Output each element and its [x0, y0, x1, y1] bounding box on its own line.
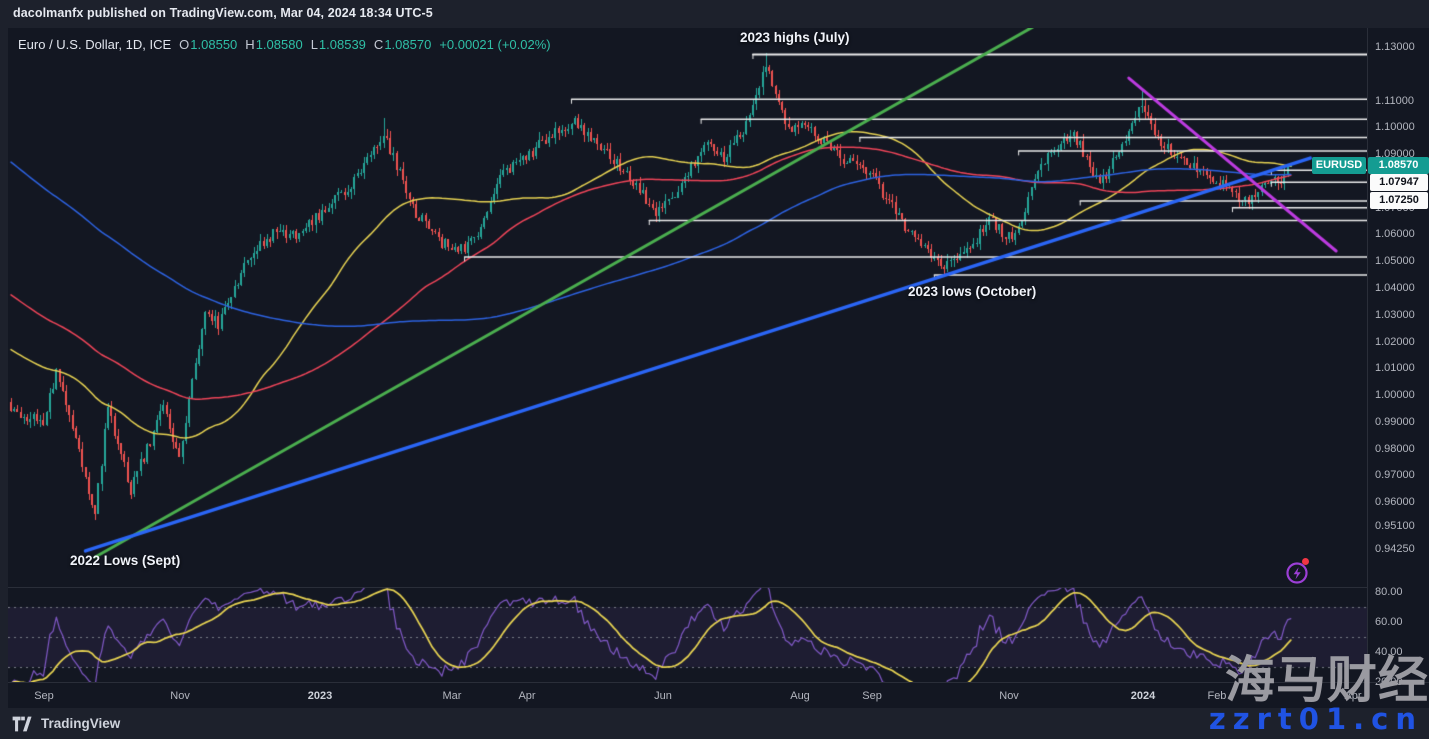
- quick-flash-icon[interactable]: [1283, 558, 1311, 586]
- tradingview-brand-link[interactable]: TradingView: [12, 708, 120, 739]
- ohlc-close-value: 1.08570: [384, 37, 432, 52]
- rsi-tick: 60.00: [1375, 615, 1403, 628]
- level-badge-1: 1.07947: [1370, 173, 1428, 191]
- time-tick: Nov: [170, 690, 190, 702]
- symbol-title[interactable]: Euro / U.S. Dollar, 1D, ICE: [18, 37, 172, 52]
- price-scale[interactable]: 1.130001.110001.100001.090001.070001.060…: [1312, 28, 1429, 688]
- price-tick: 0.94250: [1375, 542, 1415, 555]
- time-tick: Sep: [862, 690, 882, 702]
- watermark-url: zzrt01.cn: [1208, 702, 1423, 736]
- annotation-2023-highs: 2023 highs (July): [740, 30, 850, 45]
- price-tick: 1.06000: [1375, 228, 1415, 241]
- level-badge-2: 1.07250: [1370, 192, 1428, 210]
- chart-widget: Euro / U.S. Dollar, 1D, ICE O1.08550 H1.08…: [8, 28, 1429, 708]
- publisher-line: dacolmanfx published on TradingView.com,…: [13, 6, 433, 20]
- time-tick: Apr: [1344, 690, 1362, 702]
- price-tick: 1.02000: [1375, 335, 1415, 348]
- symbol-price-badge: 1.08570: [1368, 157, 1429, 175]
- ohlc-high-value: 1.08580: [255, 37, 303, 52]
- price-tick: 1.11000: [1375, 94, 1414, 107]
- price-tick: 0.99000: [1375, 415, 1415, 428]
- ohlc-open-value: 1.08550: [190, 37, 238, 52]
- footer-bar: TradingView: [0, 708, 1429, 739]
- price-chart-canvas[interactable]: [8, 28, 1367, 682]
- chart-plot-area: Euro / U.S. Dollar, 1D, ICE O1.08550 H1.08…: [8, 28, 1367, 682]
- price-tick: 0.98000: [1375, 442, 1415, 455]
- lightning-bolt-icon: [1286, 562, 1308, 584]
- price-tick: 1.00000: [1375, 389, 1415, 402]
- time-tick: Jun: [654, 690, 672, 702]
- price-tick: 1.03000: [1375, 308, 1415, 321]
- publisher-bar: dacolmanfx published on TradingView.com,…: [0, 0, 1429, 28]
- price-tick: 0.97000: [1375, 469, 1415, 482]
- time-tick: Apr: [518, 690, 536, 702]
- price-tick: 1.04000: [1375, 281, 1415, 294]
- notification-dot-icon: [1302, 558, 1309, 565]
- price-tick: 0.96000: [1375, 496, 1415, 509]
- change-value: +0.00021 (+0.02%): [439, 37, 551, 52]
- rsi-tick: 80.00: [1375, 585, 1403, 598]
- time-tick: Feb: [1207, 690, 1227, 702]
- price-tick: 1.10000: [1375, 121, 1415, 134]
- tradingview-logo-icon: [12, 716, 32, 731]
- ohlc-low-label: L: [310, 37, 318, 52]
- time-tick: Nov: [999, 690, 1019, 702]
- price-tick: 1.13000: [1375, 41, 1415, 53]
- price-tick: 1.01000: [1375, 362, 1415, 375]
- ohlc-close-label: C: [373, 37, 384, 52]
- brand-label: TradingView: [41, 716, 121, 731]
- ohlc-high-label: H: [245, 37, 255, 52]
- watermark-cjk: 海马财经: [1225, 650, 1429, 709]
- price-tick: 0.95100: [1375, 520, 1415, 533]
- time-tick: Sep: [34, 690, 54, 702]
- annotation-2022-lows: 2022 Lows (Sept): [70, 553, 181, 568]
- annotation-2023-lows: 2023 lows (October): [908, 284, 1037, 299]
- price-tick: 1.05000: [1375, 255, 1415, 268]
- time-scale[interactable]: Sep Nov 2023 Mar Apr Jun Aug Sep Nov 2024 Feb Apr: [8, 682, 1429, 709]
- symbol-name-badge: EURUSD: [1312, 157, 1366, 175]
- time-tick: Aug: [790, 690, 810, 702]
- ohlc-open-label: O: [179, 37, 190, 52]
- time-tick: 2023: [307, 690, 333, 702]
- ohlc-low-value: 1.08539: [318, 37, 366, 52]
- time-tick: 2024: [1130, 690, 1156, 702]
- rsi-tick: 40.00: [1375, 645, 1403, 658]
- chart-legend[interactable]: Euro / U.S. Dollar, 1D, ICE O1.08550 H1.08…: [18, 37, 551, 52]
- time-tick: Mar: [442, 690, 462, 702]
